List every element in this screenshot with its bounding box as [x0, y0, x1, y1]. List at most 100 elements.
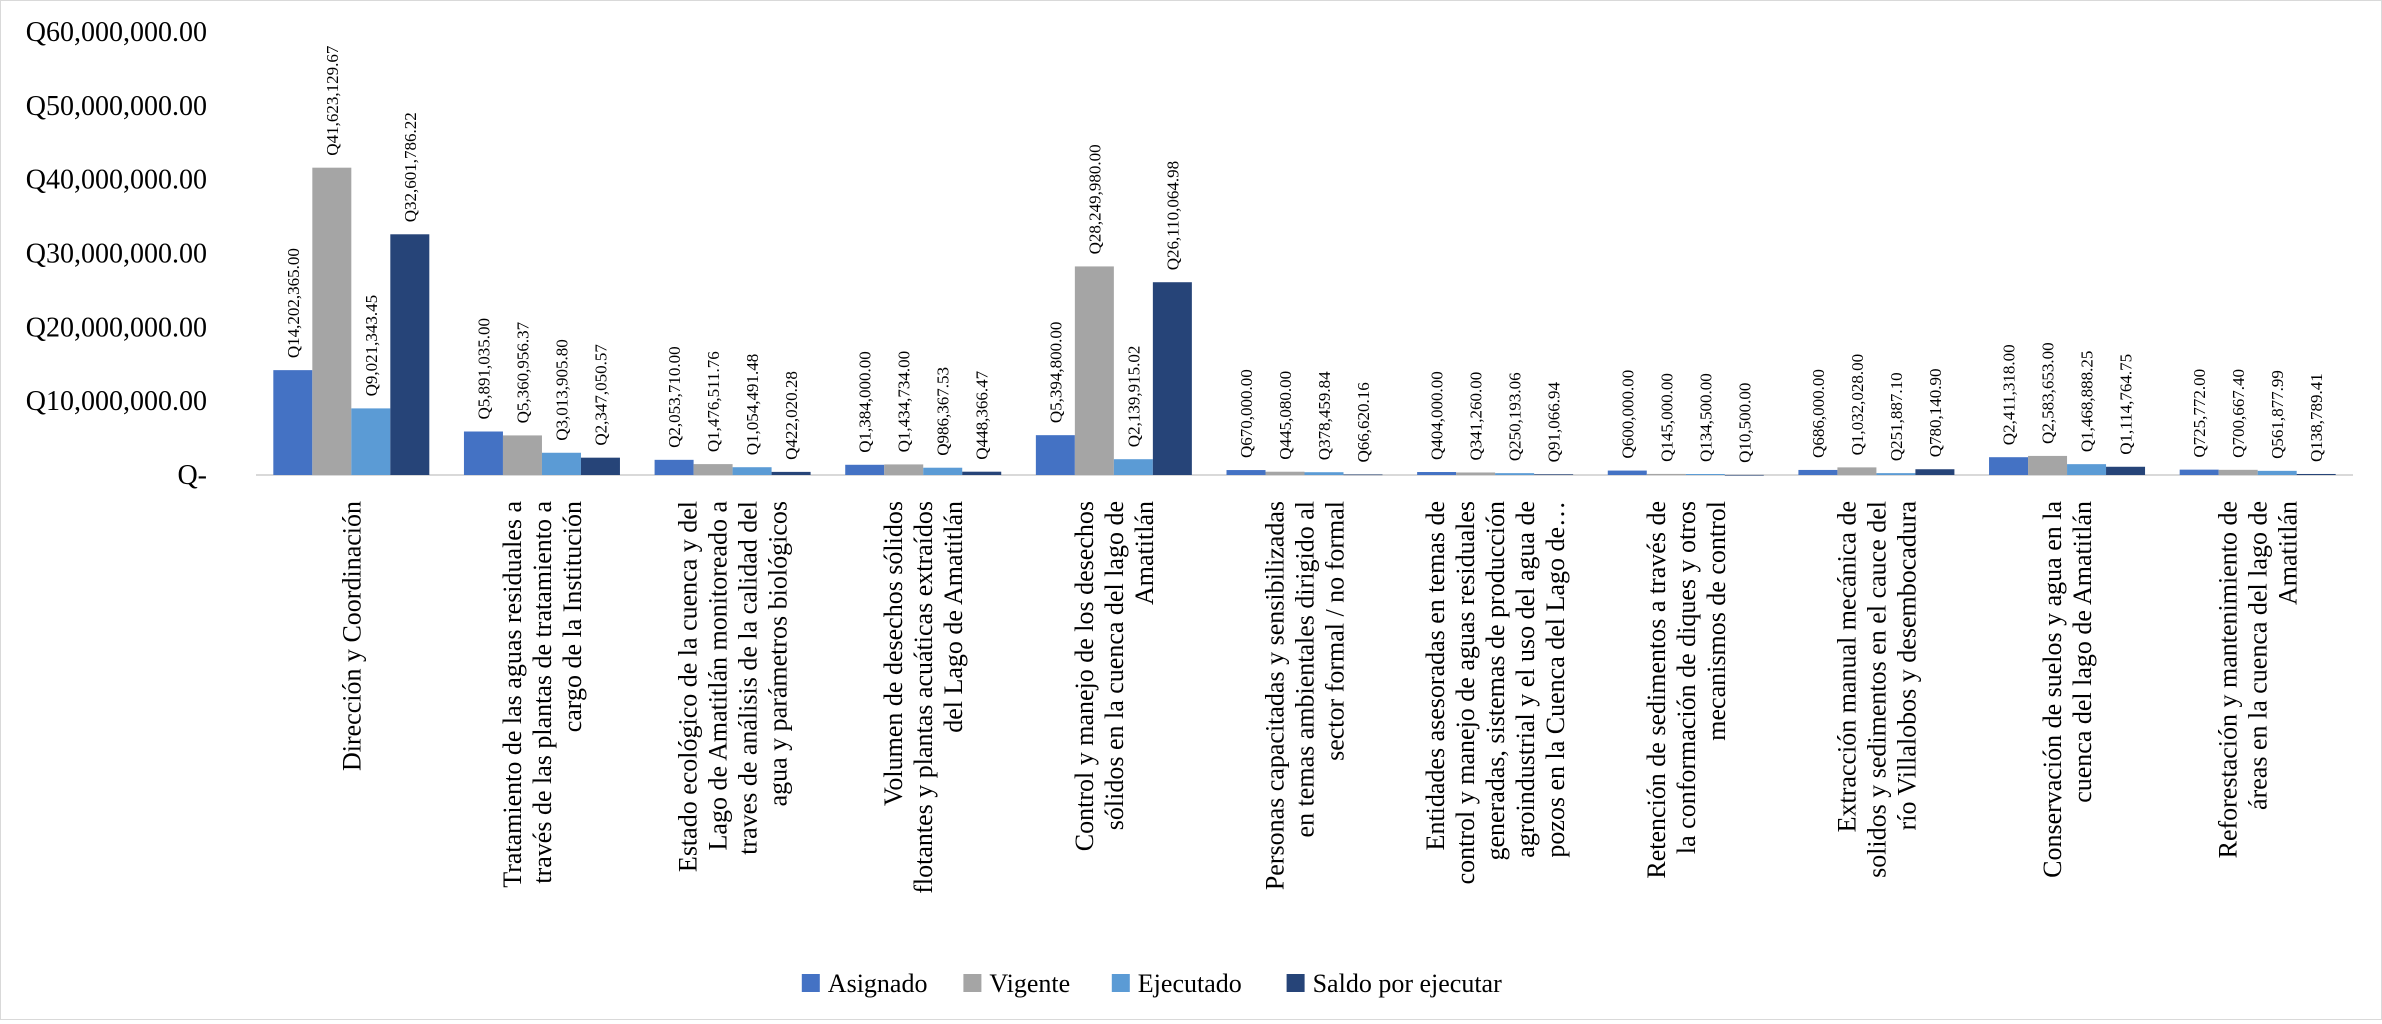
category-label-line: agroindustrial y el uso del agua de [1511, 501, 1540, 858]
y-axis: Q- Q10,000,000.00 Q20,000,000.00 Q30,000,00… [26, 17, 207, 491]
bar-asignado [1989, 457, 2029, 475]
data-label: Q378,459.84 [1315, 371, 1334, 460]
bar-ejecutado [541, 452, 581, 475]
bar-vigente [2218, 469, 2258, 475]
data-label: Q1,032,028.00 [1848, 354, 1867, 456]
data-label: Q1,434,734.00 [895, 351, 914, 453]
category-label: Dirección y Coordinación [337, 501, 366, 771]
category-label: Tratamiento de las aguas residuales a tra… [498, 501, 587, 888]
data-label: Q670,000.00 [1237, 369, 1256, 458]
bar-asignado [1607, 470, 1647, 475]
bar-asignado [654, 459, 694, 475]
data-label: Q2,139,915.02 [1124, 346, 1143, 448]
data-label: Q445,080.00 [1276, 371, 1295, 460]
bar-asignado [1035, 435, 1075, 475]
legend-swatch [1111, 974, 1130, 992]
bar-saldo-por-ejecutar [962, 471, 1002, 475]
category-label-line: del Lago de Amatitlán [939, 501, 968, 733]
data-label: Q2,347,050.57 [591, 344, 610, 446]
data-label: Q3,013,905.80 [552, 339, 571, 441]
data-label: Q1,054,491.48 [743, 354, 762, 456]
data-label: Q145,000.00 [1657, 373, 1676, 462]
bar-saldo-por-ejecutar [1534, 474, 1574, 475]
category-label-line: Tratamiento de las aguas residuales a [498, 501, 527, 888]
data-label: Q1,114,764.75 [2117, 354, 2136, 455]
data-labels: Q14,202,365.00 Q41,623,129.67 Q9,021,343.4… [284, 45, 2326, 463]
bar-ejecutado [2067, 464, 2107, 475]
data-label: Q700,667.40 [2229, 369, 2248, 458]
y-tick-label: Q50,000,000.00 [26, 91, 207, 122]
data-label: Q14,202,365.00 [284, 248, 303, 358]
category-label-line: Retención de sedimentos a través de [1642, 501, 1671, 879]
data-label: Q2,411,318.00 [2000, 344, 2019, 445]
bar-ejecutado [1685, 474, 1725, 475]
bar-ejecutado [1304, 472, 1344, 475]
legend-label: Vigente [989, 969, 1070, 998]
data-label: Q32,601,786.22 [401, 112, 420, 222]
bar-ejecutado [1876, 473, 1916, 475]
data-label: Q1,476,511.76 [704, 351, 723, 452]
data-label: Q10,500.00 [1735, 383, 1754, 463]
bar-asignado [1798, 469, 1838, 475]
category-label-line: solidos y sedimentos en el cauce del [1862, 501, 1891, 878]
data-label: Q1,468,888.25 [2078, 351, 2097, 453]
bar-saldo-por-ejecutar [2296, 473, 2336, 475]
legend: Asignado Vigente Ejecutado Saldo por ejecut… [801, 969, 1502, 998]
bar-saldo-por-ejecutar [1915, 469, 1955, 475]
category-label-line: Dirección y Coordinación [337, 501, 366, 771]
category-label-line: sector formal / no formal [1321, 501, 1350, 761]
bar-asignado [1226, 470, 1266, 475]
data-label: Q422,020.28 [782, 371, 801, 460]
bar-vigente [693, 464, 733, 475]
category-label: Entidades asesoradas en temas de control … [1421, 501, 1570, 884]
legend-swatch [963, 974, 982, 992]
legend-label: Saldo por ejecutar [1313, 969, 1502, 998]
data-label: Q41,623,129.67 [323, 45, 342, 156]
data-label: Q28,249,980.00 [1085, 144, 1104, 254]
data-label: Q9,021,343.45 [362, 295, 381, 397]
y-tick-label: Q40,000,000.00 [26, 165, 207, 196]
category-label: Reforestación y mantenimiento de áreas en… [2214, 501, 2303, 858]
bar-vigente [1646, 473, 1686, 475]
category-label: Extracción manual mecánica de solidos y s… [1832, 501, 1921, 878]
category-label-line: Personas capacitadas y sensibilizadas [1261, 501, 1290, 890]
bar-saldo-por-ejecutar [1343, 474, 1383, 476]
data-label: Q5,394,800.00 [1046, 322, 1065, 424]
bar-saldo-por-ejecutar [390, 234, 430, 475]
category-label-line: áreas en la cuenca del lago de [2244, 501, 2273, 810]
data-label: Q2,583,653.00 [2039, 342, 2058, 444]
category-label: Volumen de desechos sólidos flotantes y p… [879, 501, 968, 894]
data-label: Q251,887.10 [1887, 372, 1906, 461]
category-label-line: Entidades asesoradas en temas de [1421, 501, 1450, 850]
data-label: Q26,110,064.98 [1163, 161, 1182, 270]
bar-ejecutado [732, 467, 772, 475]
data-label: Q600,000.00 [1618, 370, 1637, 459]
bar-saldo-por-ejecutar [1724, 474, 1764, 476]
bar-ejecutado [2257, 470, 2297, 475]
bar-saldo-por-ejecutar [2106, 466, 2146, 475]
bar-vigente [312, 167, 352, 475]
y-tick-label: Q- [177, 460, 207, 491]
category-label-line: río Villalobos y desembocadura [1892, 501, 1921, 831]
y-tick-label: Q10,000,000.00 [26, 386, 207, 417]
category-label: Conservación de suelos y agua en la cuenc… [2038, 501, 2097, 878]
data-label: Q91,066.94 [1545, 382, 1564, 463]
category-label-line: agua y parámetros biológicos [764, 501, 793, 806]
category-label: Retención de sedimentos a través de la co… [1642, 501, 1731, 879]
bar-ejecutado [923, 467, 963, 475]
category-label-line: mecanismos de control [1702, 501, 1731, 741]
legend-label: Ejecutado [1138, 969, 1242, 998]
category-label-line: través de las plantas de tratamiento a [528, 501, 557, 884]
category-label-line: Amatitlán [2274, 501, 2303, 605]
data-label: Q725,772.00 [2190, 369, 2209, 458]
y-tick-label: Q30,000,000.00 [26, 239, 207, 270]
data-label: Q134,500.00 [1696, 373, 1715, 462]
category-label-line: flotantes y plantas acuáticas extraídos [909, 501, 938, 894]
category-label-line: Reforestación y mantenimiento de [2214, 501, 2243, 858]
category-label-line: pozos en la Cuenca del Lago de… [1541, 501, 1570, 858]
y-tick-label: Q60,000,000.00 [26, 17, 207, 48]
category-label-line: Amatitlán [1130, 501, 1159, 605]
data-label: Q686,000.00 [1809, 369, 1828, 458]
category-label-line: sólidos en la cuenca del lago de [1100, 501, 1129, 830]
data-label: Q250,193.06 [1506, 372, 1525, 461]
